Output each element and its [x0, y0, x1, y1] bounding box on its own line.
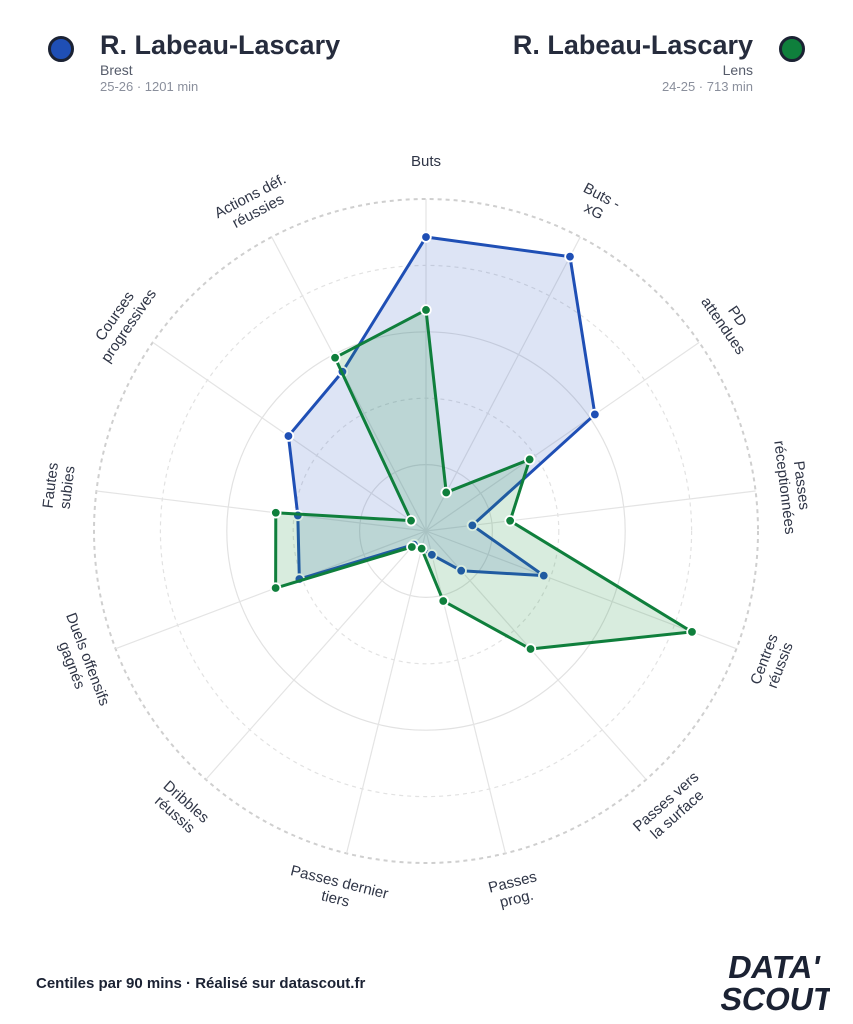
axis-label: Centresréussis — [747, 632, 797, 693]
axis-spoke — [205, 530, 427, 780]
axis-spoke — [345, 530, 427, 854]
datascout-logo: DATA' SCOUT — [718, 949, 830, 1014]
data-point — [415, 542, 428, 555]
player-club: Brest — [100, 62, 133, 78]
logo-line2: SCOUT — [718, 981, 830, 1014]
logo-line1: DATA' — [725, 949, 823, 985]
data-point — [282, 430, 295, 442]
series-color-dot — [48, 36, 74, 62]
data-point — [426, 549, 438, 561]
data-point — [589, 408, 601, 421]
footer-caption: Centiles par 90 mins · Réalisé sur datas… — [36, 975, 366, 992]
axis-label: Coursesprogressives — [84, 276, 160, 365]
radar-grid — [93, 198, 759, 864]
axis-label: Passesréceptionnées — [770, 438, 815, 536]
axis-label: PDattendues — [697, 284, 762, 358]
axis-label: Passes derniertiers — [285, 862, 390, 919]
data-point — [440, 486, 452, 499]
radar-series-1 — [282, 231, 601, 585]
data-point — [564, 250, 576, 263]
player-name: R. Labeau-Lascary — [512, 30, 753, 60]
data-point — [437, 595, 449, 607]
data-point — [455, 565, 467, 577]
data-point — [405, 514, 417, 527]
axis-spoke — [425, 530, 507, 854]
axis-label: Passesprog. — [487, 868, 543, 913]
data-point — [420, 304, 432, 316]
player-meta: 25-26 · 1201 min — [100, 79, 199, 94]
axis-spoke — [425, 490, 756, 532]
axis-spoke — [425, 236, 581, 532]
radar-series-2 — [269, 304, 698, 655]
axis-label: Buts — [411, 153, 441, 170]
axis-label: Dribblesréussis — [148, 777, 212, 839]
axis-label: Actions déf.réussies — [212, 171, 297, 238]
player-meta: 24-25 · 713 min — [661, 79, 753, 94]
player-info: R. Labeau-Lascary Lens 24-25 · 713 min — [513, 28, 753, 96]
data-point — [524, 643, 537, 655]
series-color-dot — [779, 36, 805, 62]
data-point — [686, 626, 698, 638]
axis-label: Buts -xG — [572, 180, 622, 228]
series-area — [274, 308, 694, 651]
axis-spoke — [96, 490, 427, 532]
player-name: R. Labeau-Lascary — [100, 30, 341, 60]
axis-label: Fautessubies — [40, 462, 79, 512]
player-club: Lens — [722, 62, 753, 78]
data-point — [329, 352, 341, 364]
data-point — [504, 515, 516, 527]
player-info: R. Labeau-Lascary Brest 25-26 · 1201 min — [100, 28, 340, 96]
data-point — [406, 541, 418, 553]
data-point — [420, 231, 432, 243]
data-point — [270, 507, 282, 519]
axis-label: Duels offensifsgagnés — [46, 610, 113, 714]
axis-label: Passes versla surface — [630, 769, 714, 849]
series-area — [286, 235, 597, 581]
data-point — [466, 519, 479, 532]
axis-spoke — [425, 341, 700, 532]
data-point — [538, 569, 550, 582]
data-point — [269, 582, 282, 594]
data-point — [523, 453, 536, 466]
